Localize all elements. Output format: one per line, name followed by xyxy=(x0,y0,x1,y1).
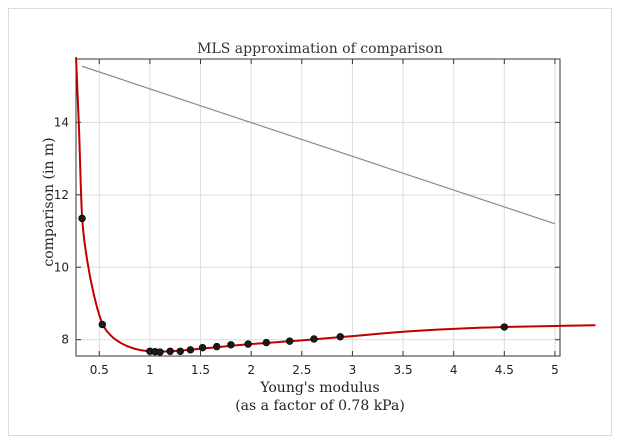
y-tick-label: 8 xyxy=(61,333,69,347)
gray-reference-line xyxy=(81,65,556,225)
data-point xyxy=(227,341,235,349)
x-tick-label: 1.5 xyxy=(191,363,210,377)
data-point xyxy=(262,338,271,347)
data-point xyxy=(244,340,252,348)
x-tick-label: 4.5 xyxy=(495,363,514,377)
data-point xyxy=(176,347,184,355)
x-tick-label: 2 xyxy=(247,363,255,377)
data-point xyxy=(156,348,164,356)
x-tick-label: 3.5 xyxy=(394,363,413,377)
data-point xyxy=(310,335,318,343)
x-tick-label: 1 xyxy=(146,363,154,377)
figure-frame xyxy=(8,8,612,436)
x-axis-label: Young's modulus xyxy=(259,380,379,396)
x-tick-label: 0.5 xyxy=(90,363,109,377)
chart-title: MLS approximation of comparison xyxy=(197,41,443,57)
data-point xyxy=(336,333,344,341)
data-point xyxy=(285,337,294,345)
data-point xyxy=(198,343,207,352)
data-point xyxy=(186,346,195,354)
red-fit-curve xyxy=(75,57,596,353)
axis-ticks: 0.5 1 1.5 2 2.5 3 3.5 4 4.5 5 8 10 12 14 xyxy=(54,59,560,377)
data-point xyxy=(213,342,221,351)
data-point xyxy=(500,323,509,331)
plot-area xyxy=(75,58,561,357)
x-tick-label: 3 xyxy=(349,363,357,377)
series-layer xyxy=(75,57,596,356)
x-tick-label: 4 xyxy=(450,363,458,377)
x-axis-label-line2: (as a factor of 0.78 kPa) xyxy=(235,398,405,414)
x-tick-label: 5 xyxy=(551,363,559,377)
grid-lines xyxy=(76,59,560,356)
y-tick-label: 14 xyxy=(54,115,69,129)
x-tick-label: 2.5 xyxy=(292,363,311,377)
y-axis-label: comparison (in m) xyxy=(41,137,57,266)
y-tick-label: 12 xyxy=(54,188,69,202)
y-tick-label: 10 xyxy=(54,260,69,274)
data-point xyxy=(98,320,107,329)
data-point xyxy=(78,214,86,223)
data-point xyxy=(166,347,174,355)
